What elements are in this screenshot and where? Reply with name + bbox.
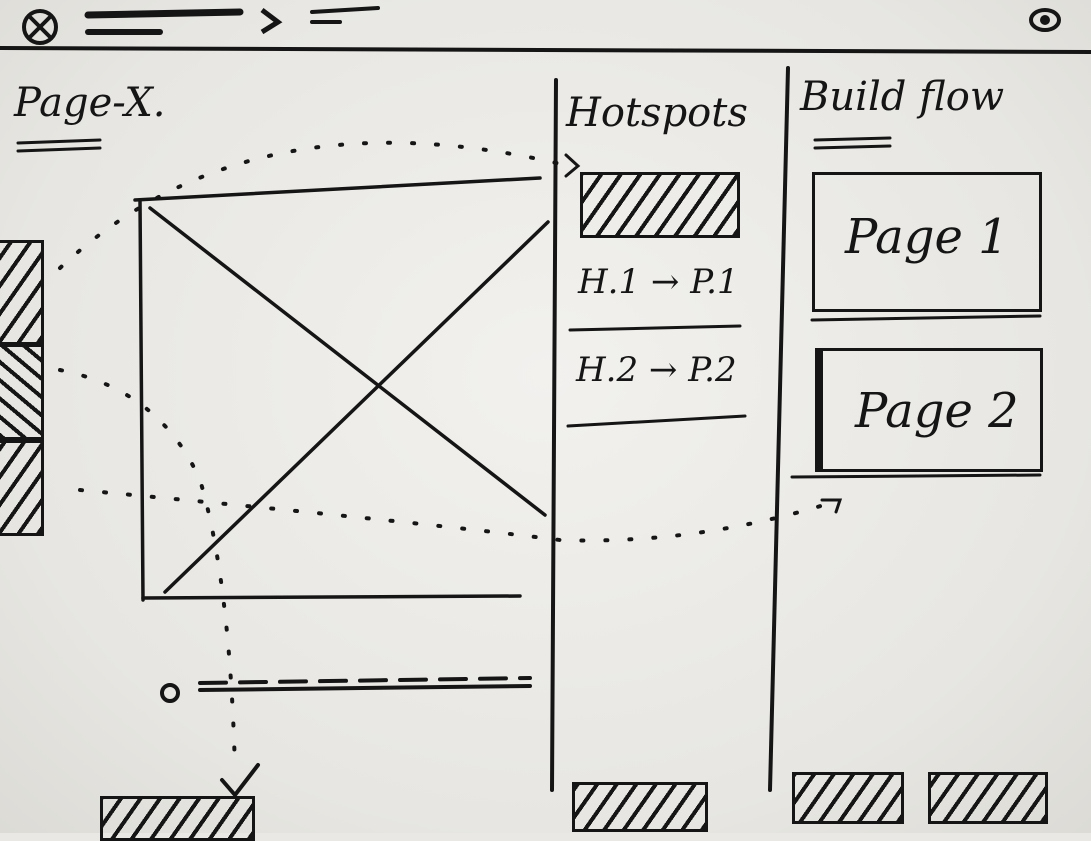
timeline-slider[interactable]: [160, 676, 535, 704]
page-action-button[interactable]: [100, 796, 255, 841]
column-divider-1: [550, 78, 558, 792]
build-flow-title: Build flow: [800, 74, 1005, 120]
page-title: Page-X.: [14, 80, 166, 126]
close-icon[interactable]: [20, 8, 60, 48]
thumbnail-1[interactable]: [0, 240, 44, 345]
hotspot-active[interactable]: [580, 172, 740, 238]
chevron-right-icon: [255, 6, 285, 36]
column-divider-2: [768, 66, 790, 792]
hotspot-item-2[interactable]: H.2 → P.2: [576, 350, 737, 390]
flow-page-1-label: Page 1: [845, 209, 1009, 265]
breadcrumb-bar-1: [84, 8, 244, 19]
toolbar-divider: [0, 46, 1091, 54]
close-icon-circle: [22, 9, 58, 45]
hotspot-action-button[interactable]: [572, 782, 708, 832]
thumbnail-2[interactable]: [0, 344, 44, 440]
slider-handle: [160, 683, 180, 703]
eye-icon[interactable]: [1025, 4, 1065, 38]
flow-page-2-label: Page 2: [855, 383, 1019, 439]
thumbnail-3[interactable]: [0, 440, 44, 536]
image-placeholder[interactable]: [140, 190, 545, 600]
flow-action-button-1[interactable]: [792, 772, 904, 824]
hotspots-title: Hotspots: [566, 90, 748, 136]
flow-page-2[interactable]: Page 2: [815, 348, 1043, 472]
hotspot-item-1[interactable]: H.1 → P.1: [578, 262, 739, 302]
flow-page-1[interactable]: Page 1: [812, 172, 1042, 312]
flow-action-button-2[interactable]: [928, 772, 1048, 824]
